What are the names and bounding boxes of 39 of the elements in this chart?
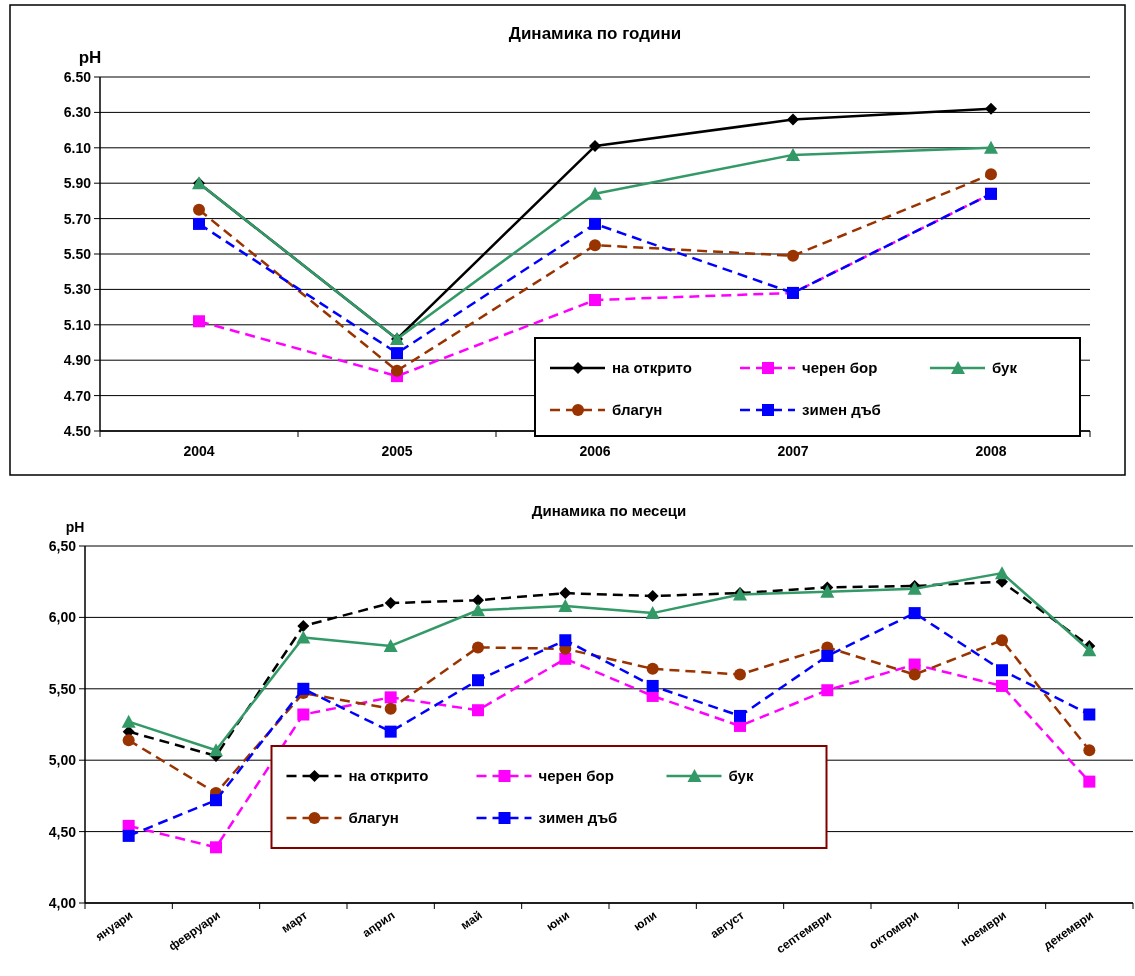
x-tick-label: 2005 xyxy=(381,443,413,459)
y-tick-label: 5.90 xyxy=(63,175,92,192)
y-tick-label: 6,00 xyxy=(48,609,77,626)
y-tick-label: 4.50 xyxy=(63,423,92,439)
y-tick-label: 5.70 xyxy=(63,210,92,227)
y-tick-label: 4.90 xyxy=(63,352,92,369)
legend-label: на открито xyxy=(612,359,692,376)
y-tick-label: 4.70 xyxy=(63,387,92,404)
chart-title: Динамика по години xyxy=(508,24,682,43)
x-tick-label: 2006 xyxy=(579,443,611,459)
y-axis-title: pH xyxy=(65,519,85,535)
x-tick-label: юли xyxy=(630,907,660,934)
x-tick-label: 2004 xyxy=(183,443,215,459)
y-tick-label: 5,50 xyxy=(48,680,77,697)
y-tick-label: 6,50 xyxy=(48,538,77,554)
legend-label: черен бор xyxy=(538,767,614,784)
x-tick-label: май xyxy=(458,907,485,933)
y-tick-label: 4,00 xyxy=(48,895,77,911)
x-tick-label: 2008 xyxy=(975,443,1007,459)
y-tick-label: 6.10 xyxy=(63,139,92,156)
x-tick-label: юни xyxy=(543,907,573,934)
y-tick-label: 5.10 xyxy=(63,316,92,333)
legend-label: бук xyxy=(992,359,1018,376)
legend-label: на открито xyxy=(348,767,429,784)
y-tick-label: 6.30 xyxy=(63,104,92,121)
y-tick-label: 5,00 xyxy=(48,752,77,769)
chart-title: Динамика по месеци xyxy=(531,502,687,519)
legend-label: зимен дъб xyxy=(802,401,881,418)
y-axis-title: pH xyxy=(78,48,102,67)
y-tick-label: 5.50 xyxy=(63,246,92,262)
y-tick-label: 5.30 xyxy=(63,281,92,298)
legend-label: благун xyxy=(348,809,399,826)
legend-label: благун xyxy=(612,401,663,418)
legend-label: бук xyxy=(728,767,754,784)
legend-label: черен бор xyxy=(802,359,878,376)
y-tick-label: 6.50 xyxy=(63,69,92,85)
x-tick-label: 2007 xyxy=(777,443,809,459)
y-tick-label: 4,50 xyxy=(48,823,77,840)
legend-label: зимен дъб xyxy=(538,809,618,826)
